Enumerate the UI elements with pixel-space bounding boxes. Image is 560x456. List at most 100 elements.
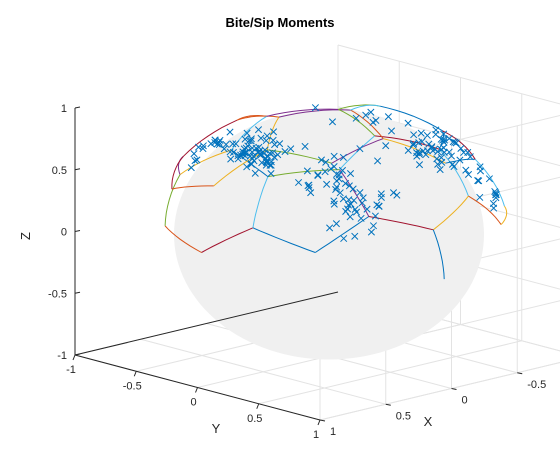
data-point [369, 118, 377, 126]
sphere-seam [445, 158, 476, 164]
data-point [263, 132, 271, 140]
data-point [346, 213, 354, 221]
grid-line [337, 44, 560, 105]
sphere-seam [179, 149, 232, 176]
data-point [327, 165, 335, 173]
x-axis-line [74, 291, 339, 356]
data-point [330, 152, 338, 160]
data-point [247, 137, 255, 145]
data-point [393, 191, 401, 199]
sphere-face [174, 109, 484, 360]
chart-title: Bite/Sip Moments [225, 15, 334, 30]
data-point [287, 145, 295, 153]
data-point [255, 148, 263, 156]
data-point [359, 194, 367, 202]
data-point [248, 148, 256, 156]
sphere-seam [350, 109, 384, 139]
x-tick-mark [451, 388, 457, 390]
data-point [437, 135, 445, 143]
y-tick-label: 0.5 [247, 413, 262, 425]
data-point [417, 129, 425, 137]
data-point [323, 180, 331, 188]
data-point [314, 171, 322, 179]
data-point [409, 141, 417, 149]
data-point [303, 167, 311, 175]
data-point [281, 148, 289, 156]
y-tick-mark [195, 387, 198, 393]
sphere-seam [171, 155, 184, 190]
data-point [307, 189, 315, 197]
x-tick-mark [319, 419, 326, 422]
data-point [460, 148, 468, 157]
sphere-seam [236, 114, 267, 121]
data-point [269, 128, 278, 136]
data-point [440, 148, 448, 156]
data-point [351, 232, 359, 240]
data-point [243, 163, 251, 171]
data-point [415, 161, 424, 169]
sphere-seam [201, 227, 254, 253]
data-point [389, 189, 398, 197]
data-point [433, 155, 441, 163]
data-point [404, 119, 412, 127]
data-point [462, 166, 470, 174]
data-point [321, 168, 329, 176]
grid-line [319, 361, 560, 421]
data-point [346, 169, 355, 178]
data-point [234, 155, 242, 163]
data-point [295, 178, 303, 187]
data-point [328, 118, 337, 126]
data-point [254, 126, 263, 134]
data-point [332, 185, 340, 194]
z-tick-label: 0 [61, 227, 67, 239]
data-point [211, 138, 219, 147]
data-point [445, 134, 453, 143]
data-point [226, 128, 234, 136]
sphere-seam [266, 108, 339, 117]
data-point [447, 152, 455, 160]
data-point [234, 152, 242, 160]
z-tick-label: 1 [61, 103, 67, 115]
data-point [247, 135, 255, 143]
sphere-seam [236, 115, 279, 121]
sphere-seam [183, 119, 238, 157]
x-tick-label: -0.5 [527, 379, 546, 391]
data-point [338, 166, 347, 174]
data-point [267, 170, 275, 178]
data-point [387, 127, 396, 135]
data-point [326, 224, 334, 232]
sphere-seam [252, 227, 316, 253]
x-tick-label: 1 [330, 426, 336, 438]
sphere-seam [338, 108, 376, 137]
data-point [434, 148, 442, 156]
sphere-seam [438, 148, 469, 197]
data-point [229, 140, 237, 148]
data-point [244, 142, 252, 150]
data-point [271, 140, 279, 149]
data-point [415, 148, 423, 157]
y-axis-label: Y [212, 421, 221, 436]
data-point [269, 136, 277, 144]
data-point [340, 234, 348, 243]
data-point [339, 153, 347, 161]
data-point [333, 170, 341, 178]
data-point [382, 142, 390, 150]
data-point [314, 172, 322, 180]
data-point [333, 183, 341, 191]
z-tick-mark [74, 106, 81, 109]
data-point [199, 142, 207, 150]
y-tick-label: 0 [190, 397, 196, 409]
data-point [474, 177, 482, 185]
sphere-seam [468, 195, 502, 225]
data-point [464, 170, 473, 179]
data-point [425, 140, 433, 148]
data-point [227, 155, 235, 163]
data-point [422, 151, 430, 159]
x-tick-label: 0 [462, 395, 468, 407]
data-point [384, 113, 392, 121]
data-point [350, 196, 358, 204]
data-point [194, 143, 203, 151]
data-point [243, 129, 251, 137]
z-tick-mark [74, 353, 81, 356]
data-point [335, 171, 343, 179]
